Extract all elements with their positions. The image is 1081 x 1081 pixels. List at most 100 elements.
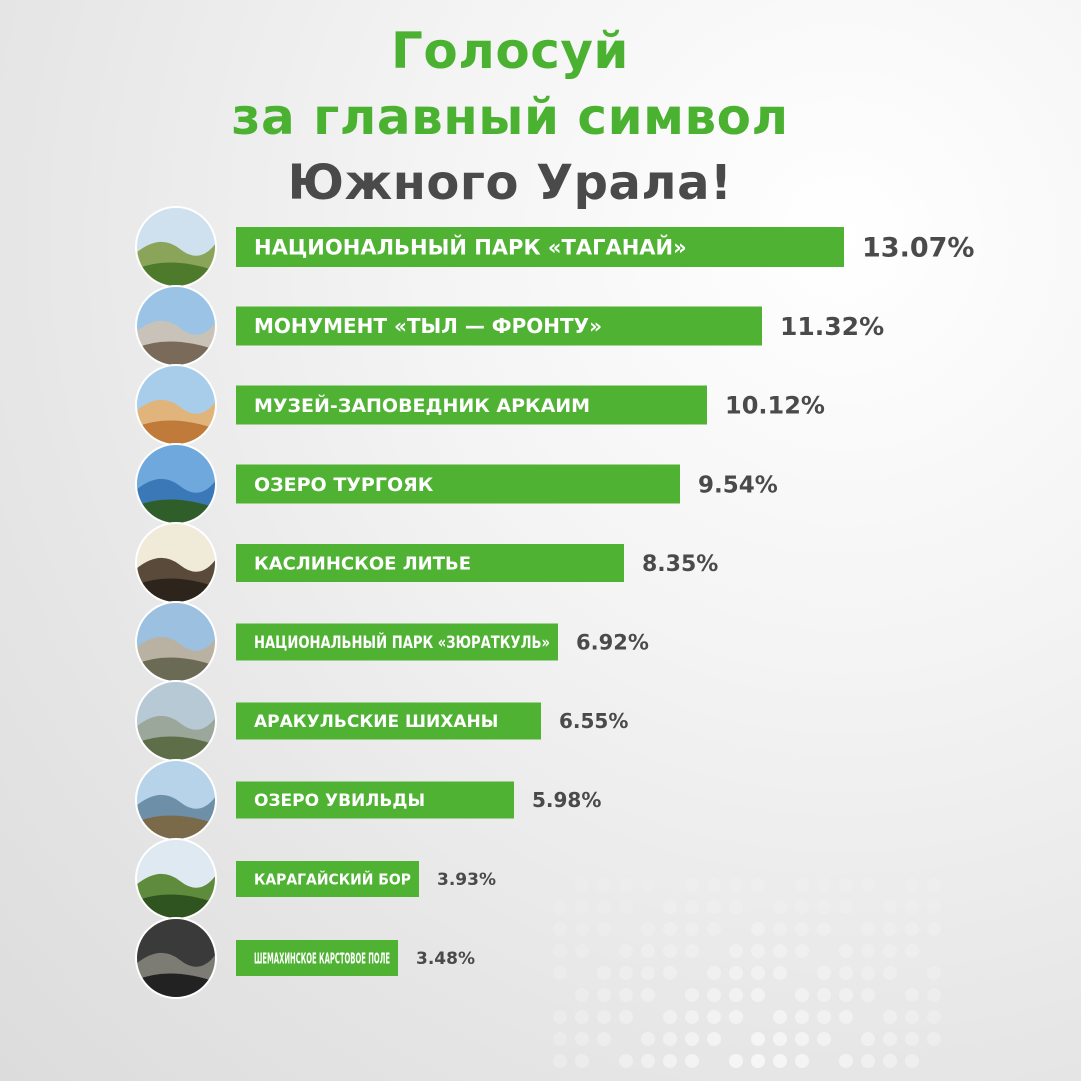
decorative-dot xyxy=(553,1032,567,1046)
bar-value-label: 13.07% xyxy=(862,233,974,264)
decorative-dot xyxy=(729,988,743,1002)
decorative-dot xyxy=(685,1032,699,1046)
decorative-dot xyxy=(663,1054,677,1068)
title-line-2: за главный символ xyxy=(231,88,789,146)
decorative-dot xyxy=(795,900,809,914)
decorative-dot xyxy=(883,900,897,914)
decorative-dot xyxy=(685,878,699,892)
decorative-dot xyxy=(795,944,809,958)
title-block: Голосуй за главный символ Южного Урала! xyxy=(0,18,1020,216)
decorative-dot xyxy=(927,900,941,914)
decorative-dot xyxy=(883,1010,897,1024)
decorative-dot xyxy=(927,966,941,980)
decorative-dot xyxy=(905,988,919,1002)
decorative-dot xyxy=(597,1032,611,1046)
decorative-dot xyxy=(773,922,787,936)
decorative-dot xyxy=(905,1054,919,1068)
pine-forest-photo xyxy=(136,839,216,919)
decorative-dot xyxy=(707,900,721,914)
decorative-dot xyxy=(641,966,655,980)
decorative-dot xyxy=(817,988,831,1002)
decorative-dot xyxy=(883,1054,897,1068)
bar-category-label: АРАКУЛЬСКИЕ ШИХАНЫ xyxy=(254,712,498,732)
decorative-dot xyxy=(685,922,699,936)
decorative-dot xyxy=(641,988,655,1002)
decorative-dot xyxy=(751,966,765,980)
decorative-dot xyxy=(839,900,853,914)
decorative-dot xyxy=(905,878,919,892)
decorative-dot xyxy=(619,1054,633,1068)
bar-category-label: КАРАГАЙСКИЙ БОР xyxy=(254,869,411,888)
decorative-dot xyxy=(927,878,941,892)
decorative-dot xyxy=(839,944,853,958)
decorative-dot xyxy=(839,1010,853,1024)
bar-category-label: НАЦИОНАЛЬНЫЙ ПАРК «ЗЮРАТКУЛЬ» xyxy=(254,631,550,653)
decorative-dot xyxy=(553,944,567,958)
decorative-dot xyxy=(663,944,677,958)
decorative-dot xyxy=(707,878,721,892)
bar-value-label: 5.98% xyxy=(532,788,601,812)
decorative-dot xyxy=(641,878,655,892)
bar-category-label: МОНУМЕНТ «ТЫЛ — ФРОНТУ» xyxy=(254,314,602,338)
decorative-dot xyxy=(619,1010,633,1024)
decorative-dot xyxy=(905,922,919,936)
decorative-dot xyxy=(927,988,941,1002)
decorative-dot xyxy=(773,944,787,958)
bar-value-label: 3.48% xyxy=(416,949,475,969)
decorative-dot xyxy=(839,878,853,892)
decorative-dot xyxy=(641,944,655,958)
bar-category-label: ШЕМАХИНСКОЕ КАРСТОВОЕ ПОЛЕ xyxy=(254,949,390,967)
karst-cave-photo xyxy=(136,918,216,998)
decorative-dot xyxy=(553,1054,567,1068)
decorative-dot xyxy=(729,1010,743,1024)
decorative-dot xyxy=(773,966,787,980)
chart-bar xyxy=(236,544,624,582)
decorative-dot xyxy=(729,944,743,958)
decorative-dot xyxy=(575,944,589,958)
bar-value-label: 8.35% xyxy=(642,552,718,577)
decorative-dot xyxy=(795,878,809,892)
decorative-dot xyxy=(839,966,853,980)
decorative-dot xyxy=(641,1054,655,1068)
title-line-3: Южного Урала! xyxy=(287,155,733,211)
decorative-dot xyxy=(861,988,875,1002)
chart-bar xyxy=(236,227,844,267)
decorative-dot xyxy=(707,1032,721,1046)
decorative-dot xyxy=(883,944,897,958)
decorative-dot xyxy=(553,1010,567,1024)
decorative-dot xyxy=(597,966,611,980)
decorative-dot xyxy=(575,878,589,892)
decorative-dot xyxy=(663,1032,677,1046)
decorative-dot xyxy=(751,878,765,892)
decorative-dot xyxy=(751,922,765,936)
chart-bar xyxy=(236,623,558,661)
bar-category-label: НАЦИОНАЛЬНЫЙ ПАРК «ТАГАНАЙ» xyxy=(254,235,687,260)
decorative-dot xyxy=(707,1010,721,1024)
rocky-peak-photo xyxy=(136,602,216,682)
decorative-dot xyxy=(575,1032,589,1046)
lake-photo xyxy=(136,444,216,524)
decorative-dot xyxy=(861,1032,875,1046)
decorative-dot xyxy=(751,988,765,1002)
bar-value-label: 9.54% xyxy=(698,472,778,498)
decorative-dot xyxy=(905,1010,919,1024)
decorative-dot xyxy=(839,988,853,1002)
decorative-dot xyxy=(795,1010,809,1024)
decorative-dot xyxy=(883,922,897,936)
bar-category-label: МУЗЕЙ-ЗАПОВЕДНИК АРКАИМ xyxy=(254,394,590,417)
decorative-dot xyxy=(619,944,633,958)
decorative-dot xyxy=(553,922,567,936)
decorative-dot xyxy=(641,922,655,936)
chart-bar xyxy=(236,861,419,897)
decorative-dot xyxy=(553,966,567,980)
decorative-dot xyxy=(575,988,589,1002)
decorative-dot xyxy=(861,966,875,980)
decorative-dot xyxy=(597,900,611,914)
decorative-dot xyxy=(685,988,699,1002)
decorative-dot xyxy=(685,1054,699,1068)
decorative-dot xyxy=(685,944,699,958)
decorative-dot xyxy=(729,900,743,914)
bar-category-label: ОЗЕРО УВИЛЬДЫ xyxy=(254,791,425,811)
decorative-dot xyxy=(817,922,831,936)
